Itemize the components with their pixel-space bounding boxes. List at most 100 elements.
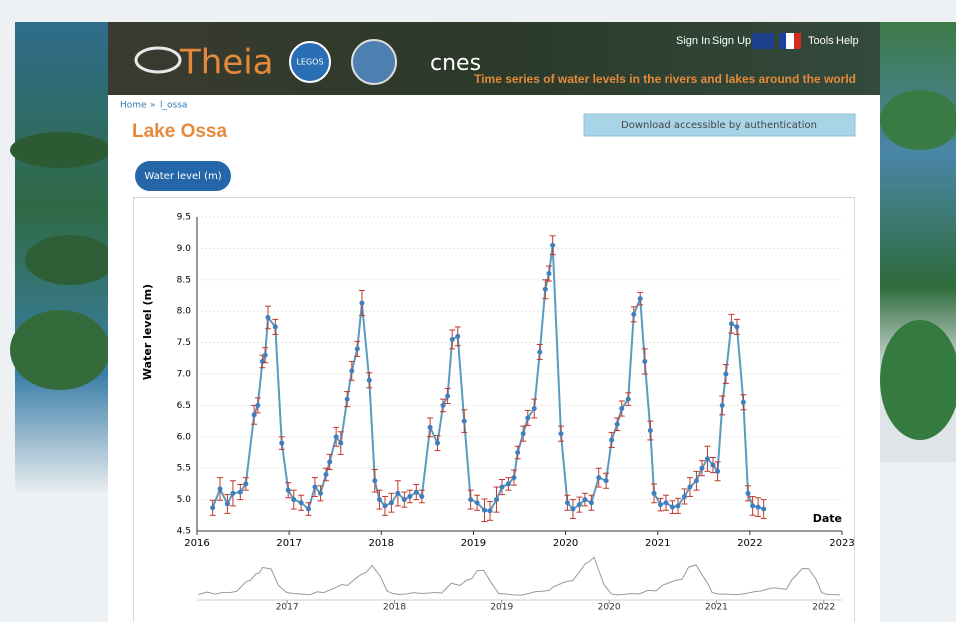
data-point — [576, 502, 582, 508]
y-tick-label: 6.0 — [177, 432, 192, 442]
data-point — [531, 406, 537, 412]
data-point — [542, 286, 548, 292]
navigator-tick-label: 2021 — [705, 603, 728, 613]
data-point — [427, 424, 433, 430]
data-point — [461, 418, 467, 424]
data-point — [734, 324, 740, 330]
data-point — [761, 506, 767, 512]
data-point — [675, 503, 681, 509]
data-point — [243, 481, 249, 487]
data-point — [338, 440, 344, 446]
header-links: Sign In Sign Up Tools Help — [676, 33, 859, 49]
data-point — [651, 490, 657, 496]
data-point — [505, 481, 511, 487]
data-point — [419, 493, 425, 499]
x-tick-label: 2019 — [461, 538, 486, 549]
fr-flag-blue — [779, 33, 786, 49]
breadcrumb-home[interactable]: Home — [120, 101, 147, 111]
data-point — [359, 300, 365, 306]
data-point — [279, 440, 285, 446]
data-point — [631, 311, 637, 317]
data-point — [642, 358, 648, 364]
tools-link[interactable]: Tools — [808, 35, 834, 47]
data-point — [395, 490, 401, 496]
data-point — [564, 500, 570, 506]
data-point — [515, 450, 521, 455]
breadcrumb-current[interactable]: l_ossa — [160, 101, 187, 111]
data-point — [723, 371, 729, 377]
theia-icon — [134, 46, 182, 74]
emblem-logo — [351, 39, 397, 85]
uk-flag[interactable] — [752, 33, 774, 49]
tagline: Time series of water levels in the river… — [474, 72, 856, 86]
data-point — [511, 475, 517, 481]
data-point — [354, 346, 360, 352]
sign-up-link[interactable]: Sign Up — [712, 35, 751, 47]
data-point — [704, 456, 710, 462]
legos-text: LEGOS — [296, 58, 323, 67]
data-point — [388, 500, 394, 506]
x-tick-label: 2016 — [184, 538, 209, 549]
data-point — [637, 296, 643, 302]
sign-in-link[interactable]: Sign In — [676, 35, 710, 47]
data-point — [619, 406, 625, 412]
help-link[interactable]: Help — [836, 35, 859, 47]
y-tick-label: 7.0 — [177, 370, 192, 380]
x-tick-label: 2020 — [553, 538, 578, 549]
data-point — [582, 497, 588, 503]
y-axis-title: Water level (m) — [141, 284, 154, 380]
data-point — [693, 478, 699, 484]
y-tick-label: 6.5 — [177, 401, 191, 411]
forest — [880, 90, 956, 150]
data-point — [755, 504, 761, 510]
data-point — [499, 484, 505, 490]
x-tick-label: 2022 — [737, 538, 762, 549]
data-point — [614, 421, 620, 427]
tab-label: Water level (m) — [144, 171, 221, 182]
data-point — [609, 437, 615, 443]
data-point — [647, 428, 653, 434]
legos-logo — [289, 41, 331, 83]
fr-flag-red — [794, 33, 801, 49]
data-point — [333, 434, 339, 440]
data-point — [625, 396, 631, 402]
download-button[interactable] — [583, 113, 856, 137]
data-point — [445, 393, 451, 399]
x-tick-label: 2018 — [369, 538, 394, 549]
cnes-logo: cnes — [430, 51, 481, 76]
y-tick-label: 5.5 — [177, 464, 191, 474]
data-point — [349, 368, 355, 374]
data-point — [272, 324, 278, 330]
data-point — [710, 462, 716, 468]
data-point — [407, 493, 413, 499]
data-point — [210, 505, 216, 511]
data-point — [376, 497, 382, 503]
data-point — [440, 402, 446, 408]
navigator-tick-label: 2017 — [276, 603, 299, 613]
plot: 4.5 5.0 5.5 6.0 6.5 7.0 7.5 8.0 8.5 9.0 9.5 2016 201… — [177, 213, 855, 613]
data-point — [230, 490, 236, 496]
water-level-tab[interactable] — [135, 161, 231, 191]
navigator-tick-label: 2022 — [812, 603, 835, 613]
y-tick-label: 7.5 — [177, 338, 191, 348]
y-tick-label: 9.0 — [177, 244, 192, 254]
x-tick-label: 2017 — [276, 538, 301, 549]
navigator-tick-label: 2018 — [383, 603, 406, 613]
navigator-line — [197, 556, 840, 596]
header-banner — [108, 22, 880, 95]
data-point — [237, 489, 243, 495]
data-point — [312, 484, 318, 490]
data-point — [750, 503, 756, 509]
data-point — [468, 497, 474, 503]
data-point — [681, 493, 687, 499]
forest — [880, 320, 956, 440]
download-button-label: Download accessible by authentication — [621, 120, 817, 131]
island — [25, 235, 115, 285]
data-point — [298, 500, 304, 506]
data-point — [663, 500, 669, 506]
data-point — [588, 500, 594, 506]
data-point — [537, 349, 543, 355]
data-point — [745, 490, 751, 496]
data-point — [366, 377, 372, 383]
data-point — [344, 396, 350, 402]
